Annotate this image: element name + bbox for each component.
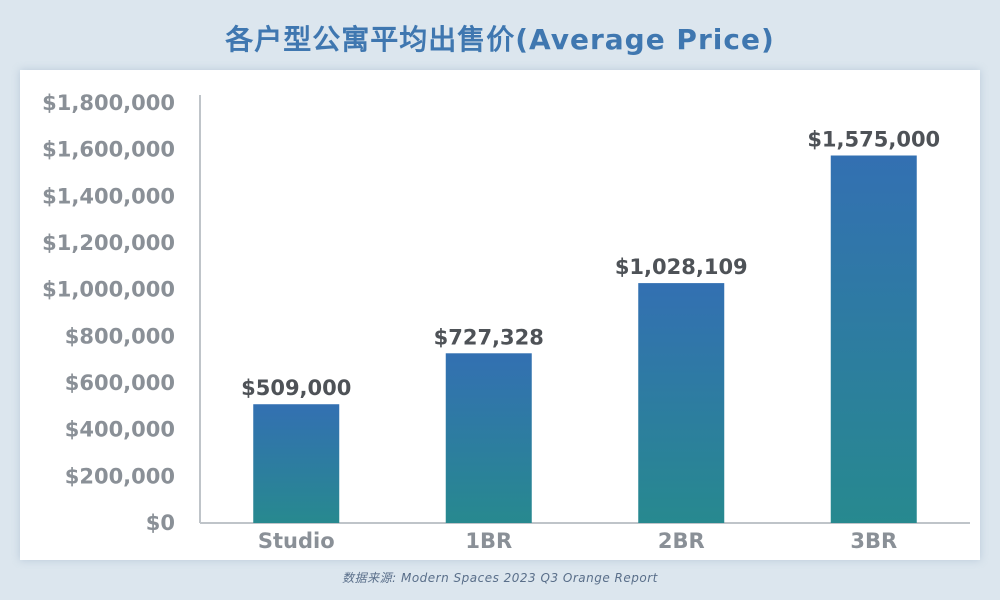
data-label: $727,328 bbox=[434, 325, 544, 349]
data-label: $509,000 bbox=[241, 376, 351, 400]
data-label: $1,575,000 bbox=[807, 128, 940, 152]
chart-title: 各户型公寓平均出售价(Average Price) bbox=[225, 23, 775, 56]
y-tick-label: $1,200,000 bbox=[42, 231, 175, 255]
x-tick-label: 2BR bbox=[658, 529, 705, 553]
data-labels-group: $509,000 $727,328 $1,028,109 $1,575,000 bbox=[241, 128, 940, 401]
y-tick-label: $1,400,000 bbox=[42, 184, 175, 208]
y-tick-label: $1,000,000 bbox=[42, 278, 175, 302]
source-note: 数据来源: Modern Spaces 2023 Q3 Orange Repor… bbox=[342, 571, 658, 585]
y-tick-label: $400,000 bbox=[65, 418, 175, 442]
chart-panel: $0 $200,000 $400,000 $600,000 $800,000 $1,000… bbox=[20, 70, 980, 560]
y-tick-label: $1,800,000 bbox=[42, 91, 175, 115]
y-tick-label: $800,000 bbox=[65, 324, 175, 348]
x-tick-label: 3BR bbox=[850, 529, 897, 553]
bar-chart: $0 $200,000 $400,000 $600,000 $800,000 $1,000… bbox=[42, 91, 970, 553]
y-tick-label: $1,600,000 bbox=[42, 138, 175, 162]
data-label: $1,028,109 bbox=[615, 255, 748, 279]
bar-studio bbox=[253, 404, 340, 523]
x-tick-label: 1BR bbox=[465, 529, 512, 553]
bar-1br bbox=[445, 353, 532, 523]
bar-2br bbox=[638, 283, 725, 523]
y-tick-label: $600,000 bbox=[65, 371, 175, 395]
bar-3br bbox=[830, 155, 917, 523]
y-tick-label: $0 bbox=[146, 511, 175, 535]
bars-group bbox=[253, 155, 917, 523]
x-tick-label: Studio bbox=[258, 529, 335, 553]
x-axis-ticks: Studio 1BR 2BR 3BR bbox=[258, 529, 897, 553]
y-tick-label: $200,000 bbox=[65, 464, 175, 488]
y-axis-ticks: $0 $200,000 $400,000 $600,000 $800,000 $1,000… bbox=[42, 91, 175, 535]
